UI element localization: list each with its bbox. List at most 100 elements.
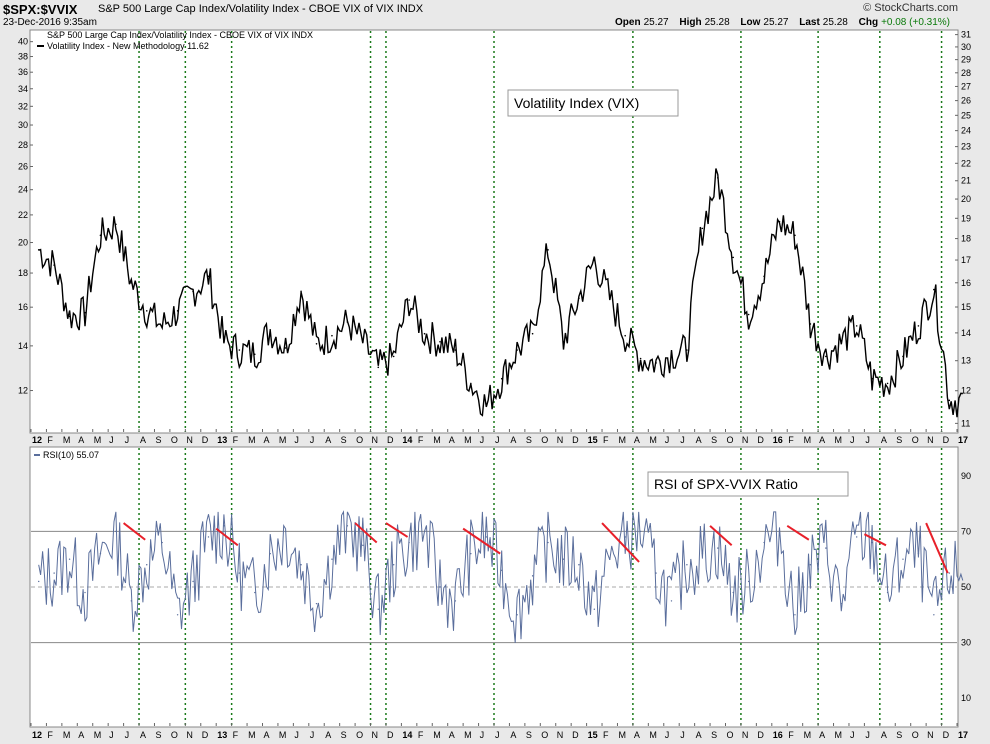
price-x-tick: A <box>264 435 270 445</box>
rsi-x-tick: O <box>171 730 178 740</box>
vix-point <box>948 399 951 402</box>
vix-point <box>176 310 179 312</box>
rsi-point <box>284 530 287 533</box>
rsi-x-tick: A <box>264 730 270 740</box>
rsi-x-tick: 13 <box>217 730 227 740</box>
vix-point <box>809 323 812 325</box>
rsi-point <box>547 541 549 544</box>
rsi-x-tick: D <box>757 730 764 740</box>
vix-point <box>68 315 71 318</box>
price-right-tick: 11 <box>961 418 970 428</box>
price-left-tick: 30 <box>18 120 28 130</box>
vix-point <box>300 290 302 293</box>
rsi-point <box>408 541 410 544</box>
vix-point <box>145 310 148 312</box>
vix-point <box>485 404 488 407</box>
rsi-x-tick: M <box>279 730 287 740</box>
price-x-tick: M <box>279 435 287 445</box>
rsi-x-tick: S <box>711 730 717 740</box>
price-right-tick: 21 <box>961 176 971 186</box>
vix-point <box>253 353 256 356</box>
rsi-x-tick: M <box>248 730 256 740</box>
price-x-tick: J <box>310 435 315 445</box>
vix-point <box>346 321 349 323</box>
rsi-point <box>392 564 395 566</box>
rsi-x-tick: S <box>896 730 902 740</box>
rsi-point <box>763 541 765 544</box>
price-left-tick: 32 <box>18 101 28 111</box>
price-right-tick: 19 <box>961 213 971 223</box>
chg-value: +0.08 (+0.31%) <box>881 17 950 28</box>
price-left-tick: 16 <box>18 302 28 312</box>
divergence-line-1 <box>122 522 146 541</box>
price-x-tick: F <box>603 435 609 445</box>
price-x-tick: S <box>155 435 161 445</box>
rsi-point <box>948 572 950 574</box>
rsi-point <box>161 541 163 544</box>
price-x-tick: A <box>881 435 887 445</box>
vix-annotation-text: Volatility Index (VIX) <box>514 95 639 111</box>
rsi-point <box>778 530 781 533</box>
rsi-x-tick: N <box>186 730 193 740</box>
vix-point <box>639 357 642 360</box>
vix-point <box>763 275 765 278</box>
price-x-tick: O <box>356 435 363 445</box>
rsi-tick: 90 <box>961 471 971 481</box>
chart-header: $SPX:$VVIX S&P 500 Large Cap Index/Volat… <box>0 0 990 30</box>
rsi-x-tick: J <box>865 730 870 740</box>
rsi-x-tick: O <box>727 730 734 740</box>
vix-point <box>917 325 920 327</box>
price-left-tick: 34 <box>18 84 28 94</box>
vix-point <box>855 325 858 327</box>
rsi-point <box>315 602 318 605</box>
price-x-tick: D <box>387 435 394 445</box>
low-value: 25.27 <box>763 17 789 28</box>
rsi-x-tick: 17 <box>958 730 968 740</box>
rsi-tick: 10 <box>961 693 971 703</box>
divergence-line-2 <box>215 527 239 547</box>
rsi-point <box>701 552 704 555</box>
vix-point <box>840 340 843 343</box>
rsi-point <box>578 564 580 566</box>
price-right-tick: 20 <box>961 194 971 204</box>
vix-point <box>161 325 163 327</box>
price-right-tick: 31 <box>961 30 971 40</box>
vix-line <box>38 168 963 418</box>
vix-point <box>578 297 580 300</box>
rsi-x-tick: O <box>356 730 363 740</box>
vix-point <box>531 332 534 335</box>
rsi-line <box>38 510 964 643</box>
price-x-tick: A <box>140 435 146 445</box>
price-legend-2: Volatility Index - New Methodology 11.62 <box>47 41 209 51</box>
price-x-tick: D <box>757 435 764 445</box>
price-right-tick: 27 <box>961 81 971 91</box>
rsi-point <box>531 575 534 577</box>
price-right-tick: 18 <box>961 234 971 244</box>
rsi-point <box>377 608 379 610</box>
rsi-point <box>825 547 827 549</box>
rsi-x-tick: N <box>742 730 749 740</box>
divergence-line-9 <box>863 533 887 547</box>
price-x-tick: N <box>742 435 749 445</box>
price-x-tick: O <box>541 435 548 445</box>
price-right-tick: 14 <box>961 328 971 338</box>
rsi-x-tick: 16 <box>773 730 783 740</box>
rsi-point <box>346 525 349 527</box>
rsi-point <box>207 536 210 538</box>
price-x-tick: M <box>464 435 472 445</box>
rsi-point <box>192 580 194 583</box>
price-x-tick: M <box>618 435 626 445</box>
rsi-x-tick: F <box>418 730 424 740</box>
rsi-point <box>593 608 596 610</box>
rsi-point <box>53 572 55 574</box>
rsi-x-tick: M <box>433 730 441 740</box>
brand-logo[interactable]: © StockCharts.com <box>863 2 958 14</box>
vix-point <box>701 227 704 230</box>
price-x-tick: A <box>696 435 702 445</box>
vix-point <box>655 362 657 364</box>
rsi-x-tick: M <box>835 730 843 740</box>
rsi-point <box>223 525 225 527</box>
price-x-tick: F <box>233 435 239 445</box>
rsi-point <box>686 564 688 566</box>
price-x-tick: N <box>372 435 379 445</box>
